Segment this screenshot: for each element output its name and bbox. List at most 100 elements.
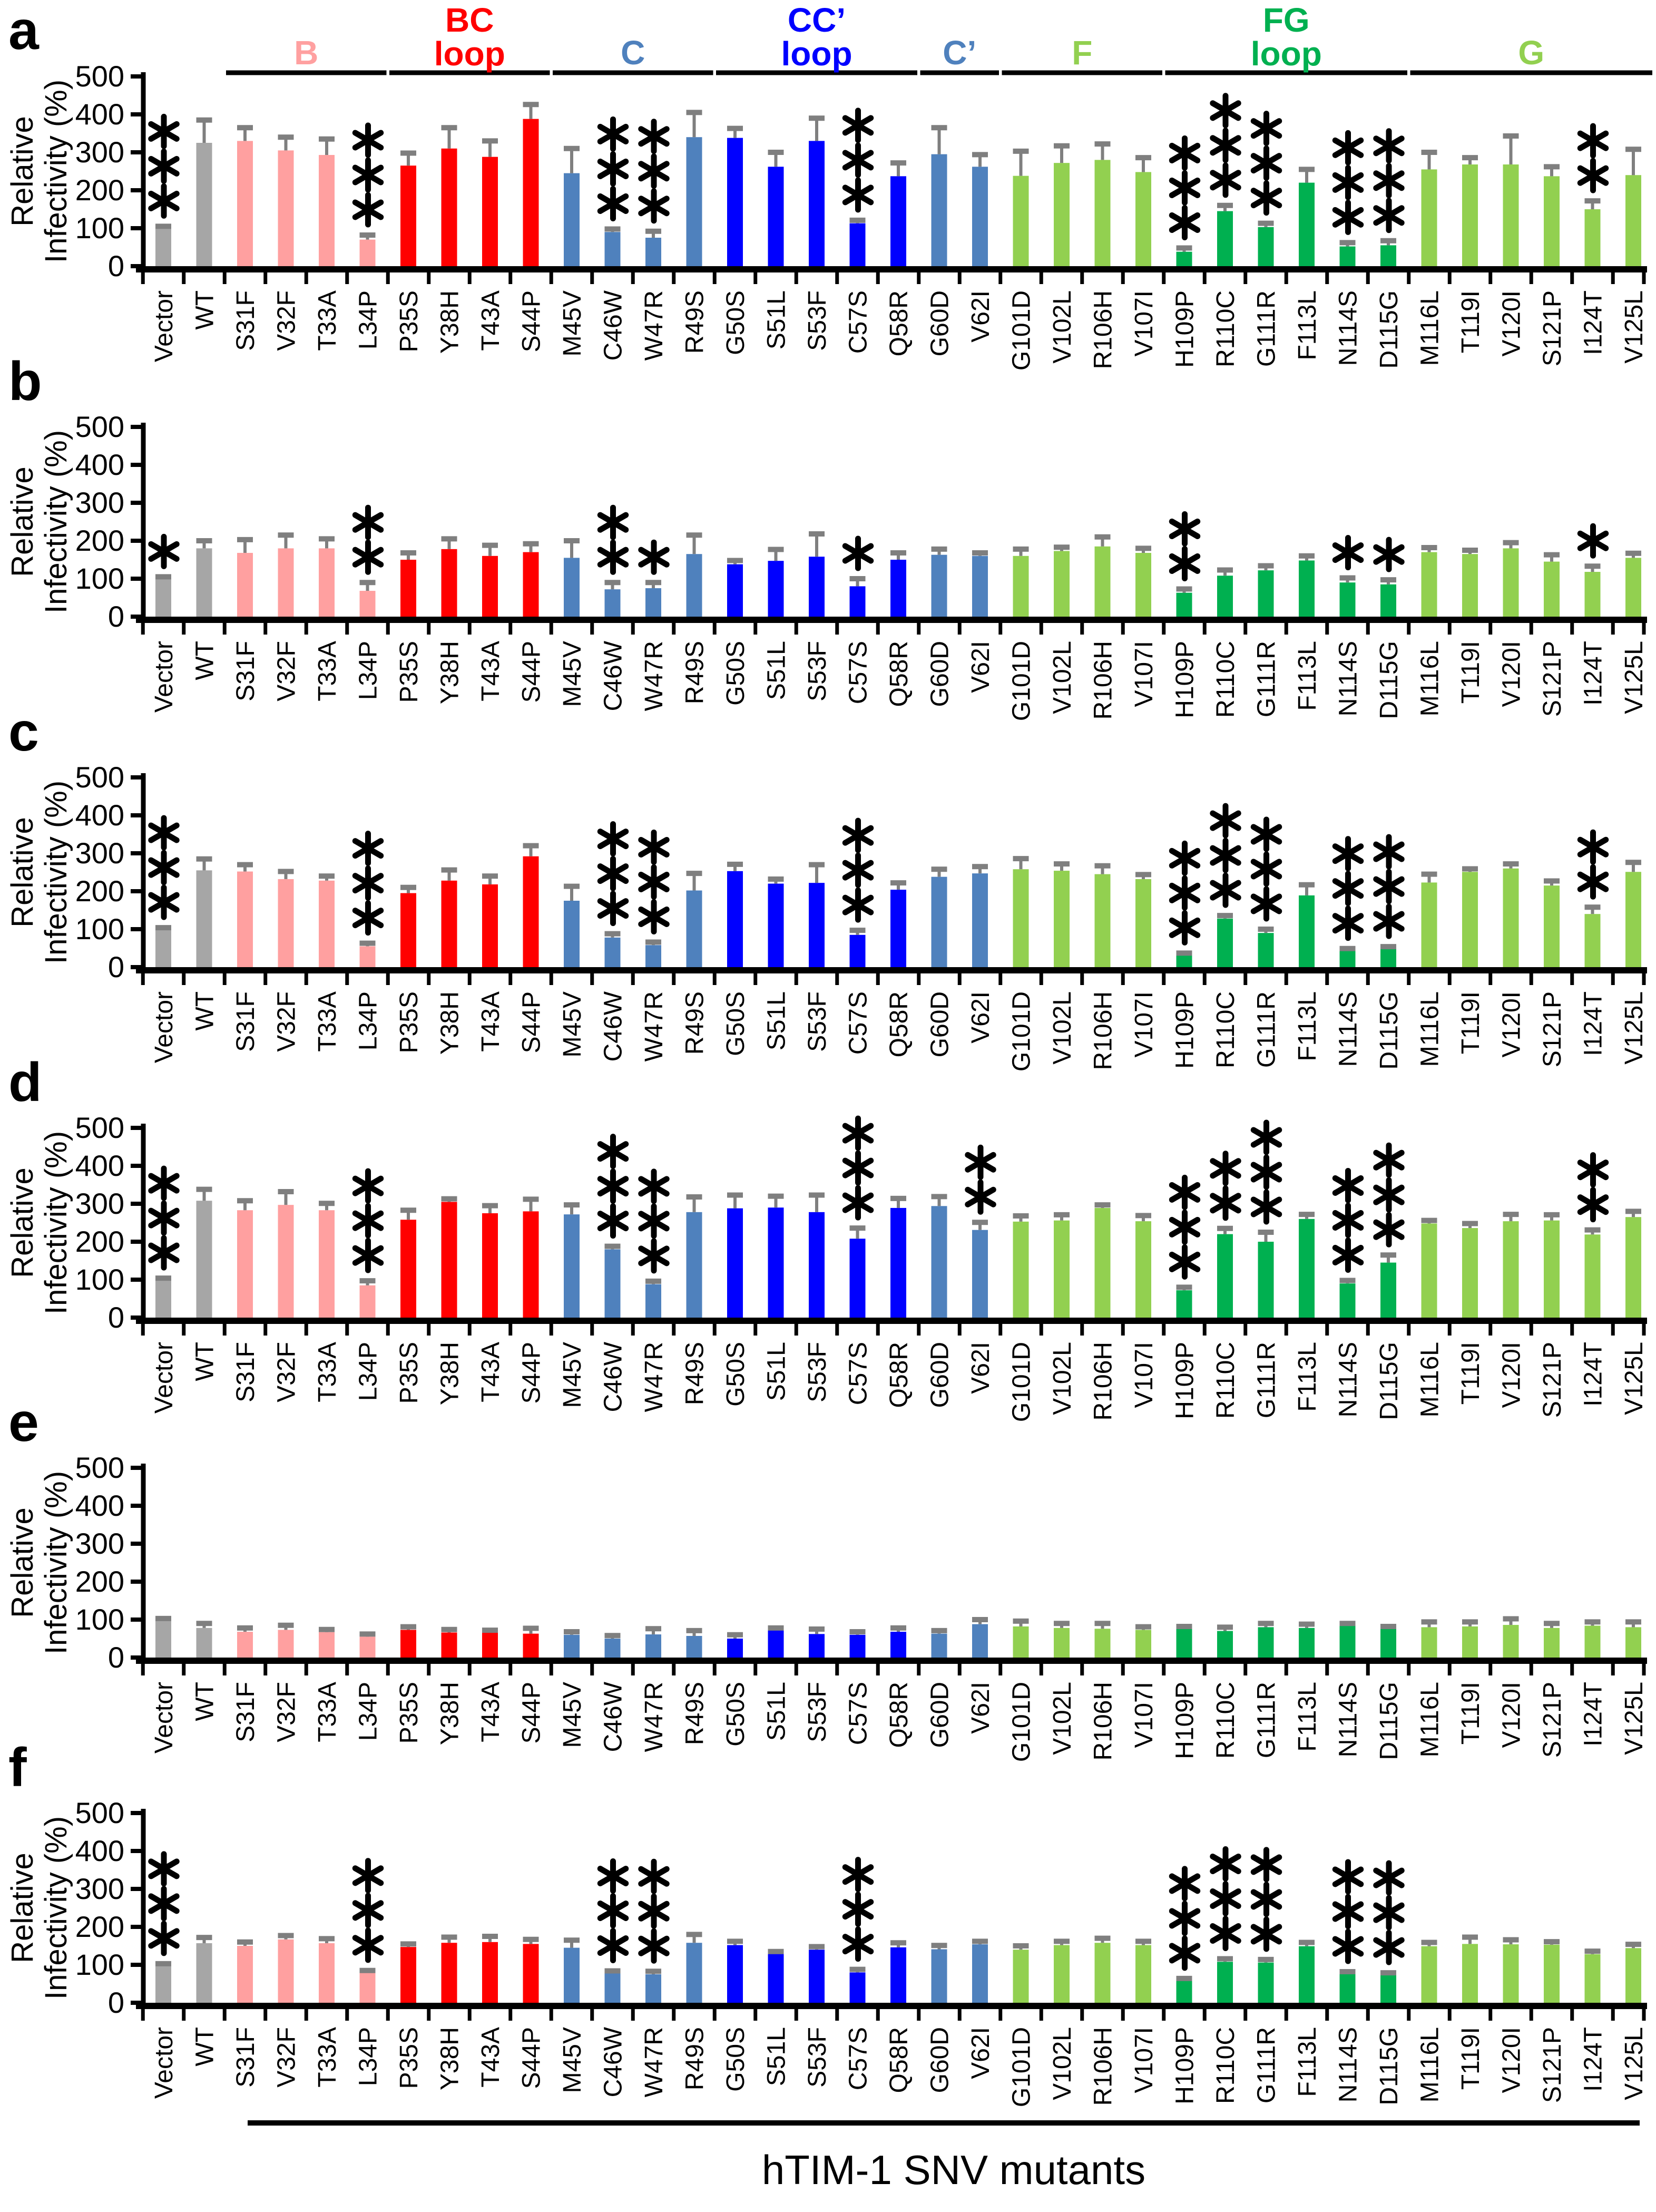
x-label-V102L: V102L	[1049, 290, 1076, 364]
x-label-G111R: G111R	[1253, 641, 1281, 717]
x-label-G60D: G60D	[926, 1682, 954, 1748]
x-label-V125L: V125L	[1620, 641, 1648, 714]
y-tick-label: 500	[75, 60, 124, 93]
bar-H109P	[1176, 251, 1192, 266]
x-label-S53F: S53F	[803, 1342, 831, 1402]
bar-C46W	[604, 1973, 621, 2003]
panel-letter-d: d	[8, 1052, 42, 1113]
y-tick-label: 200	[75, 524, 124, 557]
bar-T119I	[1462, 1944, 1478, 2003]
bar-D115G	[1380, 949, 1396, 967]
x-label-S53F: S53F	[803, 991, 831, 1052]
x-label-S53F: S53F	[803, 641, 831, 701]
bar-V107I	[1135, 1945, 1151, 2003]
x-label-W47R: W47R	[640, 1342, 668, 1412]
bar-W47R	[645, 1284, 661, 1318]
significance-asterisk	[1332, 1901, 1364, 1922]
significance-asterisk	[352, 1900, 384, 1921]
x-label-C46W: C46W	[600, 640, 628, 711]
bar-S121P	[1544, 885, 1560, 967]
significance-asterisk	[1373, 1937, 1405, 1958]
x-label-V125L: V125L	[1620, 1342, 1648, 1415]
x-label-R106H: R106H	[1090, 641, 1118, 719]
group-label: B	[294, 34, 318, 72]
significance-asterisk	[597, 898, 629, 919]
bar-S121P	[1544, 561, 1560, 617]
significance-asterisk	[1169, 177, 1201, 198]
bar-P35S	[400, 1630, 416, 1658]
bar-P35S	[400, 560, 416, 617]
significance-asterisk	[1332, 878, 1364, 899]
bar-V125L	[1625, 1627, 1641, 1658]
y-axis-title: Relative	[5, 1167, 40, 1278]
significance-asterisk	[1373, 841, 1405, 862]
y-tick-label: 500	[75, 1451, 124, 1484]
bar-V62I	[972, 1944, 988, 2003]
group-label: F	[1072, 34, 1092, 72]
significance-asterisk	[148, 155, 180, 177]
bar-S44P	[523, 856, 539, 967]
x-label-V102L: V102L	[1049, 2027, 1076, 2100]
x-label-V120I: V120I	[1498, 2027, 1526, 2093]
x-label-R49S: R49S	[681, 641, 709, 704]
panel-e: 0 100 200 300 400 500 Relative Infectivity (%) V…	[5, 1451, 1648, 1762]
y-tick-label: 200	[75, 1910, 124, 1943]
y-tick-label: 0	[108, 1986, 124, 2019]
x-label-V62I: V62I	[967, 641, 995, 693]
x-label-N114S: N114S	[1335, 290, 1363, 366]
x-label-G60D: G60D	[926, 1342, 954, 1408]
bar-G50S	[727, 138, 743, 266]
bar-S53F	[809, 1212, 825, 1318]
significance-asterisk	[1332, 172, 1364, 193]
x-label-G111R: G111R	[1253, 290, 1281, 367]
y-tick-label: 200	[75, 874, 124, 908]
x-label-Vector: Vector	[150, 290, 178, 362]
x-label-T33A: T33A	[313, 2027, 341, 2088]
x-label-S121P: S121P	[1539, 1682, 1566, 1758]
x-label-V107I: V107I	[1130, 2027, 1158, 2093]
x-label-S44P: S44P	[518, 1342, 546, 1404]
x-label-I124T: I124T	[1580, 290, 1608, 355]
bar-R49S	[686, 554, 702, 617]
significance-asterisk	[148, 541, 180, 562]
bar-D115G	[1380, 245, 1396, 266]
y-tick-label: 500	[75, 1796, 124, 1829]
significance-asterisk	[1250, 824, 1282, 845]
x-label-G60D: G60D	[926, 290, 954, 356]
significance-asterisk	[352, 873, 384, 894]
x-label-T119I: T119I	[1457, 641, 1485, 704]
x-label-N114S: N114S	[1335, 991, 1363, 1067]
bar-N114S	[1339, 1974, 1356, 2003]
x-label-V62I: V62I	[967, 2027, 995, 2079]
x-label-V125L: V125L	[1620, 1682, 1648, 1755]
significance-asterisk	[1169, 1216, 1201, 1237]
x-label-G50S: G50S	[722, 2027, 750, 2092]
significance-asterisk	[1210, 845, 1241, 866]
bar-V120I	[1503, 164, 1519, 266]
bar-F113L	[1299, 1219, 1315, 1318]
y-tick-label: 100	[75, 562, 124, 595]
bar-R106H	[1094, 546, 1111, 617]
x-label-S31F: S31F	[232, 2027, 260, 2088]
panel-letter-f: f	[8, 1737, 27, 1798]
significance-asterisk	[1210, 1853, 1241, 1874]
bar-I124T	[1584, 1954, 1601, 2003]
bar-I124T	[1584, 1625, 1601, 1658]
significance-asterisk	[842, 1899, 874, 1920]
significance-asterisk	[1210, 135, 1241, 156]
significance-asterisk	[1577, 165, 1609, 186]
significance-asterisk	[842, 825, 874, 846]
y-tick-label: 200	[75, 1225, 124, 1258]
significance-asterisk	[1210, 100, 1241, 121]
bar-S31F	[237, 871, 253, 967]
x-label-F113L: F113L	[1294, 641, 1321, 711]
bar-V32F	[278, 879, 294, 967]
bar-G60D	[931, 876, 947, 967]
significance-asterisk	[148, 1928, 180, 1949]
x-label-T119I: T119I	[1457, 1682, 1485, 1745]
bar-V32F	[278, 1939, 294, 2003]
significance-asterisk	[1210, 880, 1241, 901]
bar-WT	[196, 548, 212, 617]
x-label-Q58R: Q58R	[885, 991, 913, 1057]
